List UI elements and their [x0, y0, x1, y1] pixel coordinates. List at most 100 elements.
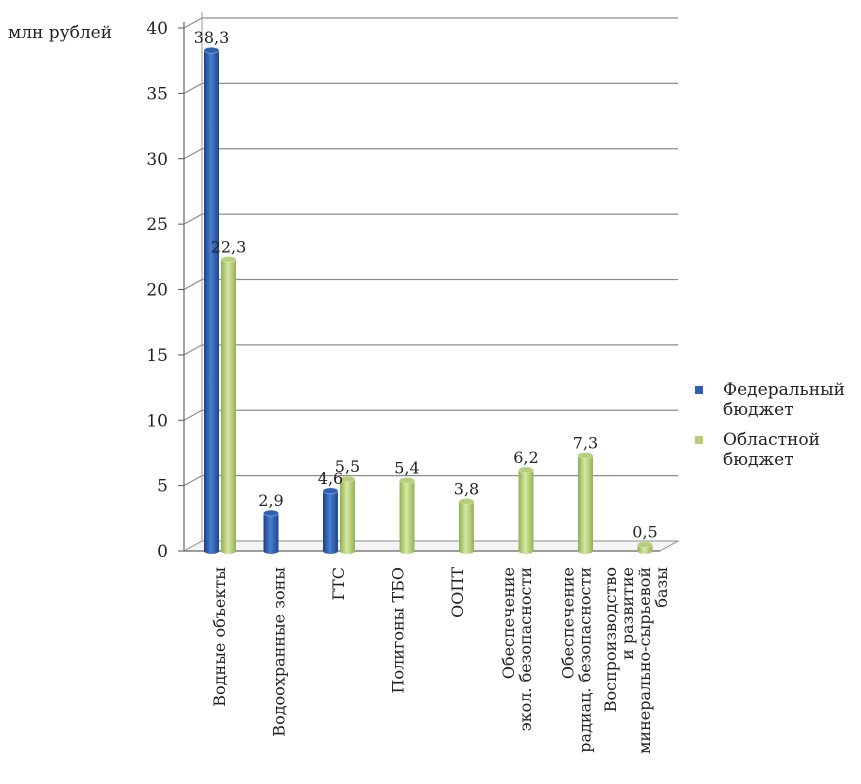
data-label: 22,3: [211, 237, 247, 256]
bar-top: [263, 509, 279, 517]
gridline: [183, 82, 678, 94]
bar: [399, 476, 415, 554]
chart-floor: [182, 540, 680, 552]
category-label-line: минерально-сырьевой: [635, 567, 654, 754]
category-label-line: Обеспечение: [559, 567, 578, 679]
legend-label: бюджет: [723, 450, 794, 470]
y-axis-label: млн рублей: [8, 23, 112, 43]
bar-top: [518, 466, 534, 474]
category-label-line: базы: [652, 567, 671, 608]
bar-body: [578, 455, 593, 551]
bar: [577, 452, 594, 554]
category-label: Водоохранные зоны: [270, 567, 289, 737]
bar-body: [459, 501, 474, 551]
bar-body: [323, 490, 338, 551]
gridline: [183, 344, 678, 356]
category-label-line: Полигоны ТБО: [389, 567, 408, 693]
bar-body: [340, 479, 355, 551]
data-label: 38,3: [194, 28, 230, 47]
category-label-line: Воспроизводство: [601, 567, 620, 712]
data-labels: 38,3 2,9 4,6 22,3 5,5 5,4 3,8 6,2 7,3 0,5: [194, 28, 658, 541]
category-labels: Водные объекты Водоохранные зоны ГТС Полиго…: [210, 567, 671, 754]
y-tick-label: 35: [146, 84, 168, 104]
gridline: [183, 17, 678, 29]
bar-top: [339, 475, 356, 483]
bar-top: [322, 487, 339, 495]
bar-top: [220, 256, 237, 263]
y-tick-label: 10: [146, 411, 168, 431]
bar-top: [577, 452, 594, 459]
bar: [203, 46, 220, 554]
category-label: Водные объекты: [210, 567, 229, 707]
gridlines: [183, 17, 678, 487]
bar-base: [323, 548, 338, 554]
category-label-line: радиац. безопасности: [576, 567, 595, 753]
category-label: Полигоны ТБО: [389, 567, 408, 693]
bar-top: [203, 46, 220, 54]
bar-body: [518, 469, 534, 551]
legend-label: бюджет: [723, 400, 794, 420]
bar-body: [263, 513, 279, 551]
legend-label: Федеральный: [723, 380, 845, 400]
bar-base: [263, 548, 279, 554]
bar-base: [399, 548, 415, 554]
bar-base: [221, 548, 236, 554]
bar-body: [221, 259, 236, 551]
bar-top: [458, 497, 475, 505]
category-label-line: ООПТ: [448, 567, 467, 618]
gridline: [183, 475, 678, 487]
category-label-line: Водные объекты: [210, 567, 229, 707]
bar-body: [204, 50, 219, 551]
y-tick-label: 0: [157, 542, 168, 562]
data-label: 7,3: [573, 434, 598, 453]
y-tick-label: 30: [146, 150, 168, 170]
gridline: [183, 409, 678, 421]
y-tick-label: 20: [146, 281, 168, 301]
y-tick-labels: 0 5 10 15 20 25 30 35 40: [146, 19, 168, 562]
y-tick-label: 40: [146, 19, 168, 39]
bar-base: [578, 548, 593, 554]
axes: [178, 12, 680, 552]
bar-body: [399, 480, 415, 551]
gridline: [183, 278, 678, 291]
bar: [220, 256, 237, 554]
category-label-line: экол. безопасности: [516, 567, 535, 731]
data-label: 2,9: [258, 491, 283, 510]
legend-label: Областной: [723, 430, 820, 450]
y-tick-label: 15: [146, 346, 168, 366]
bar-base: [204, 548, 219, 554]
bar: [339, 475, 356, 554]
bar-base: [637, 548, 653, 554]
bar: [518, 466, 534, 554]
category-label-line: ГТС: [329, 567, 348, 601]
data-label: 5,5: [335, 457, 360, 476]
bar: [458, 497, 475, 554]
y-tick-label: 25: [146, 215, 168, 235]
data-label: 4,6: [318, 469, 343, 488]
category-label-line: Водоохранные зоны: [270, 567, 289, 737]
bar: [637, 541, 653, 554]
bar-base: [459, 548, 474, 554]
gridline: [183, 148, 678, 160]
category-label-line: Обеспечение: [499, 567, 518, 679]
data-label: 5,4: [394, 458, 419, 477]
category-label: ГТС: [329, 567, 348, 601]
bars: [203, 46, 653, 554]
gridline: [183, 213, 678, 225]
y-tick-label: 5: [157, 477, 168, 497]
data-label: 0,5: [632, 522, 657, 541]
bar-base: [340, 548, 355, 554]
data-label: 6,2: [513, 448, 538, 467]
legend-swatch: [695, 386, 703, 394]
bar-top: [399, 476, 415, 484]
bar-body: [637, 544, 653, 551]
data-label: 3,8: [454, 479, 479, 498]
legend-swatch: [695, 436, 703, 444]
